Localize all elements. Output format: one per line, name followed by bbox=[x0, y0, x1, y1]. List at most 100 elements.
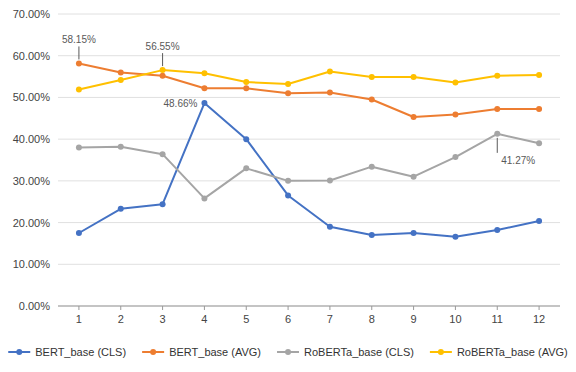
x-tick bbox=[162, 306, 163, 310]
point bbox=[201, 85, 207, 91]
legend-marker bbox=[16, 349, 22, 355]
point bbox=[243, 85, 249, 91]
point bbox=[411, 230, 417, 236]
x-tick bbox=[539, 306, 540, 310]
y-tick-label: 0.00% bbox=[19, 300, 50, 312]
point bbox=[369, 232, 375, 238]
x-tick bbox=[497, 306, 498, 310]
point bbox=[160, 67, 166, 73]
x-tick-label: 8 bbox=[369, 313, 375, 325]
point bbox=[369, 97, 375, 103]
annotations: 58.15% 56.55% 48.66% 41.27% bbox=[62, 34, 535, 165]
point bbox=[411, 114, 417, 120]
point bbox=[118, 144, 124, 150]
point bbox=[452, 234, 458, 240]
legend: BERT_base (CLS) BERT_base (AVG) RoBERTa_ba… bbox=[8, 346, 568, 358]
x-tick bbox=[288, 306, 289, 310]
legend-item: BERT_base (AVG) bbox=[142, 346, 261, 358]
y-grid bbox=[58, 14, 560, 306]
x-tick bbox=[120, 306, 121, 310]
point bbox=[201, 195, 207, 201]
x-tick-label: 2 bbox=[118, 313, 124, 325]
point bbox=[327, 224, 333, 230]
grid-line bbox=[58, 14, 560, 15]
x-tick-label: 10 bbox=[449, 313, 461, 325]
y-tick-label: 50.00% bbox=[13, 91, 51, 103]
point bbox=[452, 112, 458, 118]
legend-marker bbox=[285, 349, 291, 355]
point bbox=[118, 77, 124, 83]
y-tick-label: 60.00% bbox=[13, 50, 51, 62]
x-tick-label: 5 bbox=[243, 313, 249, 325]
x-tick bbox=[329, 306, 330, 310]
x-tick-label: 1 bbox=[76, 313, 82, 325]
x-tick bbox=[371, 306, 372, 310]
y-tick-label: 10.00% bbox=[13, 258, 51, 270]
point bbox=[285, 178, 291, 184]
point bbox=[369, 164, 375, 170]
point bbox=[327, 89, 333, 95]
legend-item: BERT_base (CLS) bbox=[8, 346, 126, 358]
point bbox=[494, 73, 500, 79]
annotation: 56.55% bbox=[146, 41, 180, 52]
point bbox=[243, 136, 249, 142]
point bbox=[369, 74, 375, 80]
legend-item: RoBERTa_base (AVG) bbox=[430, 346, 568, 358]
point bbox=[76, 87, 82, 93]
grid-line bbox=[58, 55, 560, 56]
annotation-leader bbox=[162, 53, 163, 66]
grid-line bbox=[58, 139, 560, 140]
legend-marker bbox=[438, 349, 444, 355]
point bbox=[76, 60, 82, 66]
grid-line bbox=[58, 222, 560, 223]
series-line bbox=[79, 103, 539, 237]
point bbox=[494, 227, 500, 233]
point bbox=[118, 69, 124, 75]
point bbox=[494, 106, 500, 112]
x-axis-line bbox=[58, 306, 560, 307]
x-tick bbox=[204, 306, 205, 310]
x-tick bbox=[246, 306, 247, 310]
x-tick bbox=[413, 306, 414, 310]
point bbox=[160, 73, 166, 79]
legend-label: RoBERTa_base (CLS) bbox=[304, 346, 414, 358]
y-tick-label: 40.00% bbox=[13, 133, 51, 145]
annotation: 58.15% bbox=[62, 34, 96, 45]
point bbox=[201, 70, 207, 76]
legend-label: BERT_base (AVG) bbox=[169, 346, 261, 358]
point bbox=[494, 131, 500, 137]
legend-item: RoBERTa_base (CLS) bbox=[277, 346, 414, 358]
grid-line bbox=[58, 306, 560, 307]
x-tick bbox=[78, 306, 79, 310]
point bbox=[536, 106, 542, 112]
point bbox=[536, 218, 542, 224]
legend-label: BERT_base (CLS) bbox=[35, 346, 126, 358]
x-tick-label: 7 bbox=[327, 313, 333, 325]
annotation: 48.66% bbox=[163, 98, 197, 109]
chart: 0.00%10.00%20.00%30.00%40.00%50.00%60.00… bbox=[0, 0, 576, 372]
series-line bbox=[79, 70, 539, 89]
x-tick-label: 4 bbox=[201, 313, 207, 325]
point bbox=[201, 100, 207, 106]
point bbox=[285, 90, 291, 96]
annotation-leader bbox=[497, 138, 498, 153]
x-tick bbox=[455, 306, 456, 310]
point bbox=[452, 154, 458, 160]
point bbox=[452, 79, 458, 85]
point bbox=[411, 74, 417, 80]
point bbox=[285, 81, 291, 87]
point bbox=[536, 72, 542, 78]
annotation: 41.27% bbox=[501, 155, 535, 166]
point bbox=[76, 144, 82, 150]
legend-label: RoBERTa_base (AVG) bbox=[457, 346, 568, 358]
point bbox=[327, 69, 333, 75]
grid-line bbox=[58, 264, 560, 265]
point bbox=[243, 79, 249, 85]
series-line bbox=[79, 134, 539, 199]
x-tick-label: 6 bbox=[285, 313, 291, 325]
legend-marker bbox=[150, 349, 156, 355]
point bbox=[327, 177, 333, 183]
x-tick-label: 11 bbox=[492, 313, 503, 325]
series-line bbox=[79, 63, 539, 117]
point bbox=[118, 206, 124, 212]
